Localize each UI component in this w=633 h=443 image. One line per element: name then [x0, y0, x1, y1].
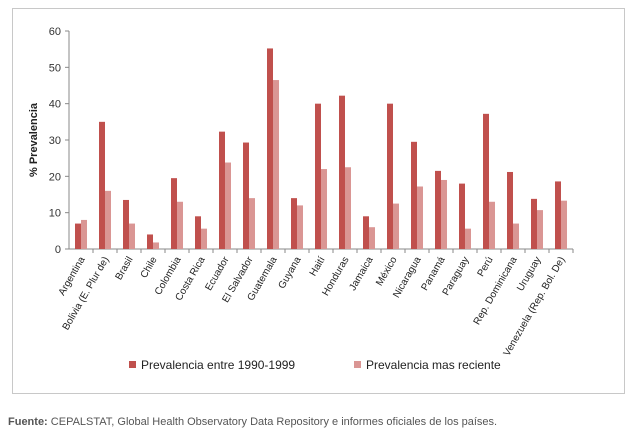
source-note: Fuente: CEPALSTAT, Global Health Observa… — [8, 416, 497, 428]
bar-reciente — [249, 198, 255, 249]
x-tick-label: Haití — [308, 255, 328, 278]
legend-label: Prevalencia entre 1990-1999 — [141, 358, 295, 372]
bar-reciente — [537, 210, 543, 249]
bar-reciente — [465, 228, 471, 249]
bar-1990-1999 — [291, 198, 297, 249]
bar-1990-1999 — [315, 103, 321, 250]
y-tick-label: 20 — [49, 171, 61, 183]
bar-reciente — [417, 186, 423, 249]
bar-1990-1999 — [555, 181, 561, 249]
bar-1990-1999 — [363, 216, 369, 249]
x-tick-label: Chile — [139, 255, 160, 281]
bar-1990-1999 — [507, 171, 513, 249]
x-tick-label: Guyana — [277, 255, 304, 291]
y-tick-label: 30 — [49, 135, 61, 147]
chart-frame: 0 10 20 30 40 50 60% Prevalencia Argentina Boliv… — [12, 8, 625, 394]
y-tick-label: 10 — [49, 208, 61, 220]
source-label: Fuente: — [8, 416, 48, 428]
bar-reciente — [105, 190, 111, 249]
bar-1990-1999 — [219, 131, 225, 249]
bar-1990-1999 — [171, 178, 177, 249]
bar-1990-1999 — [195, 216, 201, 249]
source-text: CEPALSTAT, Global Health Observatory Dat… — [47, 416, 498, 428]
y-tick-label: 0 — [55, 244, 61, 256]
x-tick-label: Jamaica — [347, 255, 375, 293]
bar-reciente — [489, 201, 495, 249]
y-tick-label: 60 — [49, 26, 61, 38]
bar-reciente — [129, 223, 135, 249]
legend-swatch — [354, 361, 361, 368]
bar-reciente — [273, 80, 279, 249]
y-tick-label: 50 — [49, 62, 61, 74]
x-tick-label: Perú — [476, 255, 496, 279]
bar-reciente — [81, 219, 87, 249]
bar-reciente — [177, 201, 183, 249]
bar-1990-1999 — [435, 170, 441, 249]
bar-1990-1999 — [99, 121, 105, 249]
bar-1990-1999 — [243, 142, 249, 249]
x-tick-label: México — [374, 255, 400, 288]
y-tick-label: 40 — [49, 99, 61, 111]
bar-1990-1999 — [147, 234, 153, 249]
bar-reciente — [369, 227, 375, 249]
legend-swatch — [129, 361, 136, 368]
bar-1990-1999 — [267, 48, 273, 249]
bar-reciente — [561, 200, 567, 249]
bar-reciente — [153, 242, 159, 249]
legend-label: Prevalencia mas reciente — [366, 358, 501, 372]
bar-1990-1999 — [459, 183, 465, 249]
bar-1990-1999 — [531, 198, 537, 249]
bar-1990-1999 — [75, 223, 81, 249]
bar-1990-1999 — [123, 199, 129, 249]
bar-1990-1999 — [339, 95, 345, 249]
x-tick-label: Brasil — [114, 255, 136, 282]
bar-1990-1999 — [387, 103, 393, 250]
bar-reciente — [225, 162, 231, 249]
bar-reciente — [513, 223, 519, 249]
bar-reciente — [441, 179, 447, 249]
y-axis-title: % Prevalencia — [28, 102, 40, 177]
bar-reciente — [297, 205, 303, 249]
bar-reciente — [393, 203, 399, 249]
bar-reciente — [201, 228, 207, 249]
bar-reciente — [345, 167, 351, 249]
bar-1990-1999 — [411, 141, 417, 249]
bar-1990-1999 — [483, 113, 489, 249]
bar-reciente — [321, 169, 327, 249]
